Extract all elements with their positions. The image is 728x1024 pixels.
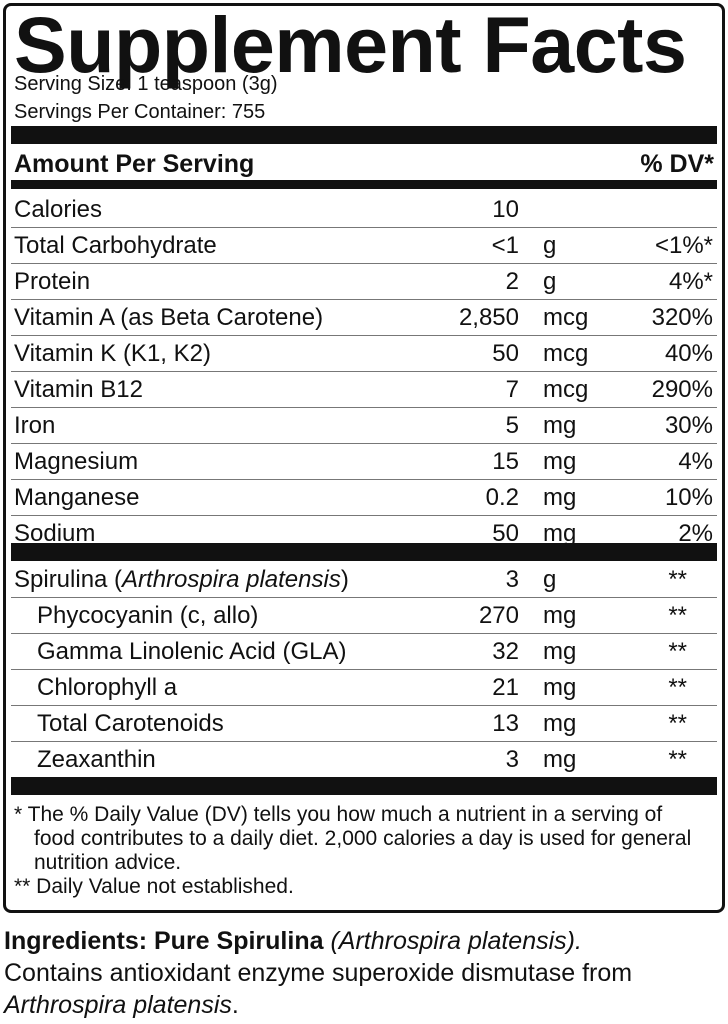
servings-per-container: Servings Per Container: 755 xyxy=(14,101,266,123)
nutrient-row: Gamma Linolenic Acid (GLA) 32 mg ** xyxy=(11,634,717,670)
nutrient-dv: 320% xyxy=(651,304,713,331)
nutrient-row: Total Carotenoids 13 mg ** xyxy=(11,706,717,742)
nutrient-name: Vitamin A (as Beta Carotene) xyxy=(14,304,324,331)
nutrient-name: Gamma Linolenic Acid (GLA) xyxy=(37,638,347,665)
nutrient-amount: 13 xyxy=(492,710,519,737)
amount-per-serving-label: Amount Per Serving xyxy=(14,150,255,178)
nutrient-row: Vitamin K (K1, K2) 50 mcg 40% xyxy=(11,336,717,372)
nutrient-unit: mg xyxy=(543,602,577,629)
nutrient-row: Protein 2 g 4%* xyxy=(11,264,717,300)
nutrient-unit: mg xyxy=(543,746,577,773)
nutrient-list: Calories 10 Total Carbohydrate <1 g <1%* Prote… xyxy=(11,192,717,551)
nutrient-name: Sodium xyxy=(14,520,96,547)
nutrient-unit: mcg xyxy=(543,304,589,331)
nutrient-dv: ** xyxy=(668,710,687,737)
nutrient-name: Vitamin K (K1, K2) xyxy=(14,340,211,367)
nutrient-unit: mg xyxy=(543,448,577,475)
nutrient-row: Total Carbohydrate <1 g <1%* xyxy=(11,228,717,264)
nutrient-amount: 32 xyxy=(492,638,519,665)
nutrient-name: Chlorophyll a xyxy=(37,674,178,701)
nutrient-dv: 30% xyxy=(664,412,713,439)
nutrient-dv: 290% xyxy=(651,376,713,403)
nutrient-row: Magnesium 15 mg 4% xyxy=(11,444,717,480)
serving-size: Serving Size: 1 teaspoon (3g) xyxy=(14,73,278,95)
nutrient-amount: 15 xyxy=(492,448,519,475)
nutrient-row: Vitamin B12 7 mcg 290% xyxy=(11,372,717,408)
nutrient-amount: 0.2 xyxy=(485,484,519,511)
nutrient-name: Manganese xyxy=(14,484,140,511)
panel-title: Supplement Facts xyxy=(14,0,687,89)
nutrient-amount: 21 xyxy=(492,674,519,701)
spirulina-list: Spirulina (Arthrospira platensis) 3 g **… xyxy=(11,562,717,777)
nutrient-name: Total Carbohydrate xyxy=(14,232,217,259)
nutrient-unit: mg xyxy=(543,484,577,511)
nutrient-dv: <1%* xyxy=(654,232,713,259)
nutrient-name: Phycocyanin (c, allo) xyxy=(37,602,259,629)
nutrient-unit: g xyxy=(543,268,557,295)
footnote-dv: * The % Daily Value (DV) tells you how m… xyxy=(14,803,692,874)
nutrient-amount: 50 xyxy=(492,340,519,367)
nutrient-dv: 40% xyxy=(664,340,713,367)
nutrient-unit: mg xyxy=(543,674,577,701)
divider-thick xyxy=(11,543,717,561)
nutrient-dv: 4% xyxy=(678,448,713,475)
nutrient-row: Sodium 50 mg 2% xyxy=(11,516,717,551)
nutrient-dv: ** xyxy=(668,674,687,701)
nutrient-amount: 270 xyxy=(478,602,519,629)
nutrient-name: Spirulina (Arthrospira platensis) xyxy=(14,566,349,593)
nutrient-row: Spirulina (Arthrospira platensis) 3 g ** xyxy=(11,562,717,598)
nutrient-name: Magnesium xyxy=(14,448,139,475)
nutrient-name: Iron xyxy=(14,412,56,439)
nutrient-amount: 50 xyxy=(492,520,519,547)
nutrient-row: Manganese 0.2 mg 10% xyxy=(11,480,717,516)
nutrient-dv: 10% xyxy=(664,484,713,511)
nutrient-name: Protein xyxy=(14,268,91,295)
footnote-not-established: ** Daily Value not established. xyxy=(14,875,294,898)
nutrient-amount: 7 xyxy=(505,376,519,403)
nutrient-row: Iron 5 mg 30% xyxy=(11,408,717,444)
nutrient-row: Zeaxanthin 3 mg ** xyxy=(11,742,717,777)
nutrient-name: Zeaxanthin xyxy=(37,746,156,773)
nutrient-name: Vitamin B12 xyxy=(14,376,143,403)
nutrient-unit: mcg xyxy=(543,340,589,367)
nutrient-dv: ** xyxy=(668,638,687,665)
divider-medium xyxy=(11,180,717,189)
nutrient-unit: mcg xyxy=(543,376,589,403)
nutrient-row: Calories 10 xyxy=(11,192,717,228)
nutrient-amount: 3 xyxy=(505,566,519,593)
nutrient-name: Total Carotenoids xyxy=(37,710,224,737)
divider-thick xyxy=(11,126,717,144)
nutrient-unit: mg xyxy=(543,638,577,665)
nutrient-amount: 2 xyxy=(505,268,519,295)
nutrient-dv: ** xyxy=(668,746,687,773)
nutrient-dv: 4%* xyxy=(668,268,713,295)
nutrient-amount: <1 xyxy=(491,232,519,259)
nutrient-amount: 3 xyxy=(505,746,519,773)
nutrient-amount: 10 xyxy=(492,196,519,223)
nutrient-name: Calories xyxy=(14,196,103,223)
supplement-facts-panel: Supplement Facts Serving Size: 1 teaspoo… xyxy=(3,0,725,913)
nutrient-unit: g xyxy=(543,232,557,259)
nutrient-row: Chlorophyll a 21 mg ** xyxy=(11,670,717,706)
nutrient-unit: g xyxy=(543,566,557,593)
nutrient-dv: ** xyxy=(668,602,687,629)
nutrient-unit: mg xyxy=(543,710,577,737)
nutrient-dv: ** xyxy=(668,566,687,593)
nutrient-dv: 2% xyxy=(678,520,713,547)
divider-thick xyxy=(11,777,717,795)
column-header: Amount Per Serving % DV* xyxy=(14,148,714,180)
footnotes: * The % Daily Value (DV) tells you how m… xyxy=(14,803,692,899)
nutrient-row: Phycocyanin (c, allo) 270 mg ** xyxy=(11,598,717,634)
nutrient-unit: mg xyxy=(543,412,577,439)
ingredients: Ingredients: Pure Spirulina (Arthrospira… xyxy=(4,927,633,1019)
nutrient-unit: mg xyxy=(543,520,577,547)
nutrient-row: Vitamin A (as Beta Carotene) 2,850 mcg 320% xyxy=(11,300,717,336)
dv-label: % DV* xyxy=(640,150,714,178)
nutrient-amount: 2,850 xyxy=(458,304,519,331)
nutrient-amount: 5 xyxy=(505,412,519,439)
